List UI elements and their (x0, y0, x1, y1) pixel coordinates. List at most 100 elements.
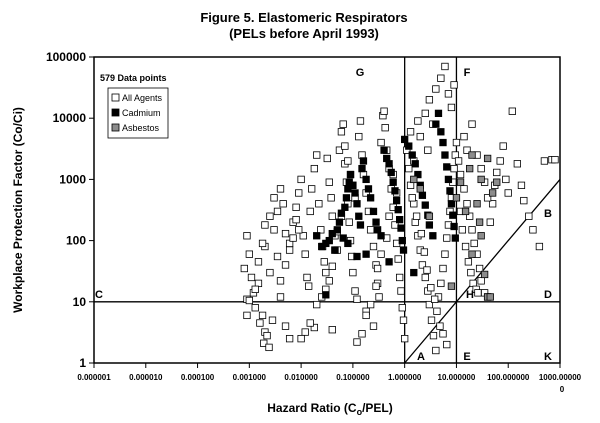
data-point-all-agents (412, 212, 421, 220)
data-point-all-agents (451, 151, 459, 159)
data-point-cadmium (353, 252, 361, 261)
data-point-all-agents (416, 132, 424, 141)
data-point-all-agents (468, 120, 476, 128)
data-point-cadmium (362, 250, 370, 258)
data-point-all-agents (475, 264, 484, 273)
data-point-all-agents (315, 200, 323, 208)
data-point-all-agents (369, 242, 378, 251)
data-point-all-agents (551, 156, 559, 164)
data-point-all-agents (517, 181, 526, 189)
data-point-all-agents (256, 319, 264, 327)
data-point-all-agents (535, 242, 544, 251)
data-point-all-agents (358, 330, 366, 338)
data-point-all-agents (418, 261, 427, 269)
data-point-cadmium (377, 232, 385, 240)
data-point-cadmium (342, 194, 351, 202)
data-point-all-agents (292, 203, 300, 211)
region-label-e: E (463, 351, 470, 363)
data-point-all-agents (425, 300, 434, 309)
data-point-cadmium (328, 229, 336, 238)
data-point-all-agents (432, 346, 440, 355)
region-label-f: F (464, 67, 471, 79)
x-tick-label: 1000.00000 (539, 373, 582, 382)
y-tick-label: 100000 (46, 50, 86, 64)
data-point-all-agents (397, 287, 405, 295)
data-point-all-agents (261, 221, 269, 229)
data-point-all-agents (276, 277, 285, 285)
region-label-h: H (466, 289, 474, 301)
data-point-cadmium (449, 211, 457, 219)
data-point-all-agents (394, 255, 402, 263)
y-tick-label: 1 (79, 356, 86, 370)
data-point-all-agents (439, 330, 447, 338)
data-point-all-agents (460, 185, 468, 193)
data-point-all-agents (452, 138, 461, 147)
data-point-all-agents (356, 117, 365, 125)
data-point-cadmium (432, 120, 440, 128)
data-point-cadmium (418, 191, 427, 199)
data-point-all-agents (273, 207, 282, 216)
data-point-cadmium (434, 109, 443, 118)
data-point-all-agents (313, 151, 321, 159)
data-point-cadmium (364, 185, 373, 193)
data-point-all-agents (431, 295, 439, 303)
data-point-all-agents (258, 311, 267, 320)
data-point-all-agents (301, 250, 309, 258)
data-point-all-agents (529, 226, 537, 234)
data-point-cadmium (325, 236, 333, 245)
data-point-all-agents (285, 246, 294, 254)
chart-title-line-2: (PELs before April 1993) (229, 26, 379, 41)
data-point-cadmium (450, 222, 458, 231)
data-point-cadmium (398, 236, 406, 245)
data-point-cadmium (331, 246, 339, 254)
data-point-all-agents (377, 138, 385, 147)
data-point-cadmium (358, 164, 366, 173)
data-point-asbestos (416, 185, 424, 193)
data-point-all-agents (486, 218, 494, 226)
data-point-cadmium (429, 232, 437, 240)
data-point-cadmium (346, 170, 355, 179)
data-point-cadmium (411, 160, 419, 168)
data-point-all-agents (513, 160, 521, 168)
data-point-all-agents (243, 232, 251, 240)
data-point-all-agents (245, 250, 253, 258)
data-point-cadmium (401, 135, 409, 144)
data-point-cadmium (391, 187, 399, 195)
data-point-all-agents (460, 132, 468, 141)
data-point-all-agents (443, 340, 451, 349)
data-point-all-agents (276, 293, 285, 301)
y-tick-label: 1000 (59, 172, 86, 186)
data-point-all-agents (310, 323, 318, 332)
data-point-all-agents (398, 304, 406, 312)
data-point-all-agents (366, 226, 375, 234)
data-point-cadmium (441, 151, 449, 159)
data-point-all-agents (424, 146, 432, 154)
data-point-all-agents (292, 215, 300, 224)
x-tick-label: 0.000001 (77, 373, 111, 382)
data-point-all-agents (351, 287, 359, 295)
legend-swatch-asbestos (111, 123, 120, 132)
data-point-cadmium (389, 178, 397, 186)
data-point-all-agents (525, 212, 533, 220)
data-point-all-agents (437, 74, 445, 82)
data-point-all-agents (337, 128, 346, 136)
data-point-all-agents (427, 284, 435, 292)
data-point-all-agents (344, 157, 352, 165)
data-point-cadmium (356, 221, 365, 229)
data-point-cadmium (337, 209, 346, 217)
data-point-all-agents (327, 194, 335, 202)
data-point-asbestos (488, 189, 497, 197)
data-point-all-agents (375, 293, 383, 301)
data-point-all-agents (247, 273, 256, 282)
data-point-all-agents (369, 322, 378, 330)
data-point-all-agents (313, 300, 321, 309)
data-point-all-agents (410, 200, 418, 208)
data-point-asbestos (461, 207, 470, 216)
data-point-all-agents (502, 175, 510, 184)
data-point-all-agents (276, 185, 285, 193)
data-point-asbestos (480, 270, 489, 279)
data-point-cadmium (387, 168, 395, 177)
region-label-g: G (356, 67, 365, 79)
data-point-asbestos (477, 175, 485, 184)
